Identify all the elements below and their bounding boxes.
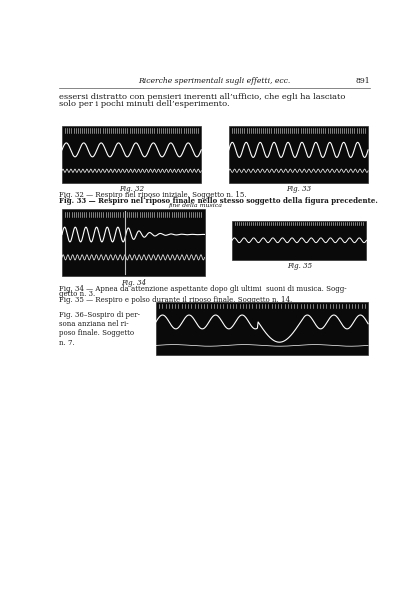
- Text: Fig. 33 — Respiro nel riposo finale nello stesso soggetto della figura precedent: Fig. 33 — Respiro nel riposo finale nell…: [59, 197, 377, 205]
- Text: Fig. 34: Fig. 34: [121, 279, 146, 287]
- Text: Fig. 35: Fig. 35: [287, 262, 312, 270]
- Bar: [232, 220, 367, 260]
- Text: Fig. 32 — Respiro nel riposo iniziale. Soggetto n. 15.: Fig. 32 — Respiro nel riposo iniziale. S…: [59, 191, 246, 199]
- Text: getto n. 3.: getto n. 3.: [59, 290, 95, 298]
- Text: Fig. 34 — Apnea da attenzione aspettante dopo gli ultimi  suoni di musica. Sogg-: Fig. 34 — Apnea da attenzione aspettante…: [59, 285, 347, 293]
- Bar: [62, 126, 201, 184]
- Text: solo per i pochi minuti dell’esperimento.: solo per i pochi minuti dell’esperimento…: [59, 100, 229, 108]
- Bar: [156, 302, 368, 355]
- Text: Fig. 33: Fig. 33: [286, 185, 311, 193]
- Text: Fig. 35 — Respiro e polso durante il riposo finale. Soggetto n. 14.: Fig. 35 — Respiro e polso durante il rip…: [59, 296, 292, 304]
- Text: essersi distratto con pensieri inerenti all’ufficio, che egli ha lasciato: essersi distratto con pensieri inerenti …: [59, 93, 345, 101]
- Text: Fig. 32: Fig. 32: [119, 185, 144, 193]
- Text: Fig. 36–Sospiro di per-
sona anziana nel ri-
poso finale. Soggetto
n. 7.: Fig. 36–Sospiro di per- sona anziana nel…: [59, 311, 140, 347]
- Text: Ricerche sperimentali sugli effetti, ecc.: Ricerche sperimentali sugli effetti, ecc…: [138, 77, 291, 85]
- Text: 891: 891: [355, 77, 370, 85]
- Bar: [229, 126, 368, 184]
- Bar: [62, 209, 204, 276]
- Text: fine della musica: fine della musica: [169, 203, 223, 208]
